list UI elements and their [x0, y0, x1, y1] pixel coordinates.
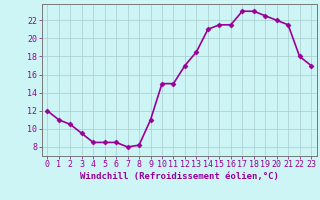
X-axis label: Windchill (Refroidissement éolien,°C): Windchill (Refroidissement éolien,°C): [80, 172, 279, 181]
